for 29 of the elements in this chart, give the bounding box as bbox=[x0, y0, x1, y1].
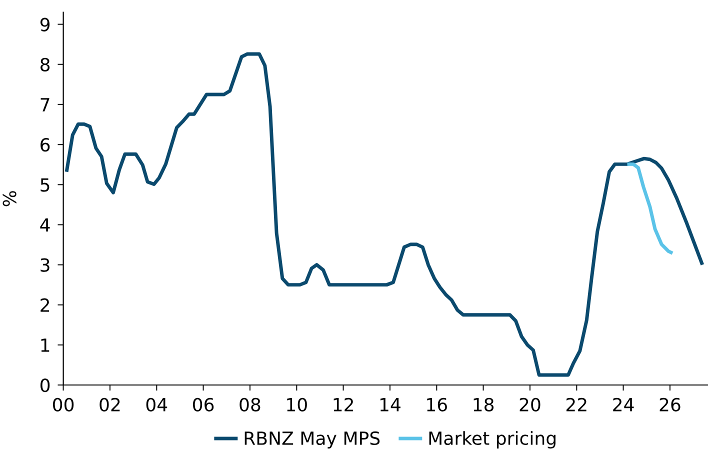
y-tick-label: 6 bbox=[40, 138, 50, 152]
line-series bbox=[64, 52, 704, 377]
x-tick-label: 20 bbox=[520, 398, 540, 412]
line-series bbox=[626, 162, 674, 255]
y-tick-label: 5 bbox=[40, 178, 50, 192]
x-tick-label: 00 bbox=[53, 398, 74, 412]
x-tick-label: 22 bbox=[566, 398, 586, 412]
y-tick-label: 7 bbox=[40, 98, 50, 112]
x-tick-label: 18 bbox=[474, 398, 494, 412]
legend-label: RBNZ May MPS bbox=[244, 431, 380, 449]
x-tick-label: 12 bbox=[334, 398, 353, 412]
y-tick-label: 1 bbox=[41, 338, 50, 352]
x-tick-label: 10 bbox=[287, 398, 307, 412]
y-tick-label: 9 bbox=[40, 18, 50, 32]
x-tick-label: 04 bbox=[146, 398, 168, 412]
x-tick-label: 02 bbox=[100, 398, 120, 412]
y-tick-label: 2 bbox=[40, 298, 49, 312]
y-axis-title: % bbox=[2, 191, 16, 206]
x-tick-label: 08 bbox=[240, 398, 260, 412]
y-tick-label: 8 bbox=[40, 58, 50, 72]
x-tick-label: 24 bbox=[613, 398, 634, 412]
y-tick-label: 3 bbox=[40, 258, 50, 272]
x-tick-label: 06 bbox=[193, 398, 214, 412]
x-tick-label: 26 bbox=[660, 398, 680, 412]
x-tick-label: 16 bbox=[427, 398, 447, 412]
x-tick-label: 14 bbox=[380, 398, 400, 412]
y-tick-label: 4 bbox=[40, 218, 50, 232]
legend-label: Market pricing bbox=[429, 431, 556, 449]
y-tick-label: 0 bbox=[40, 378, 50, 392]
